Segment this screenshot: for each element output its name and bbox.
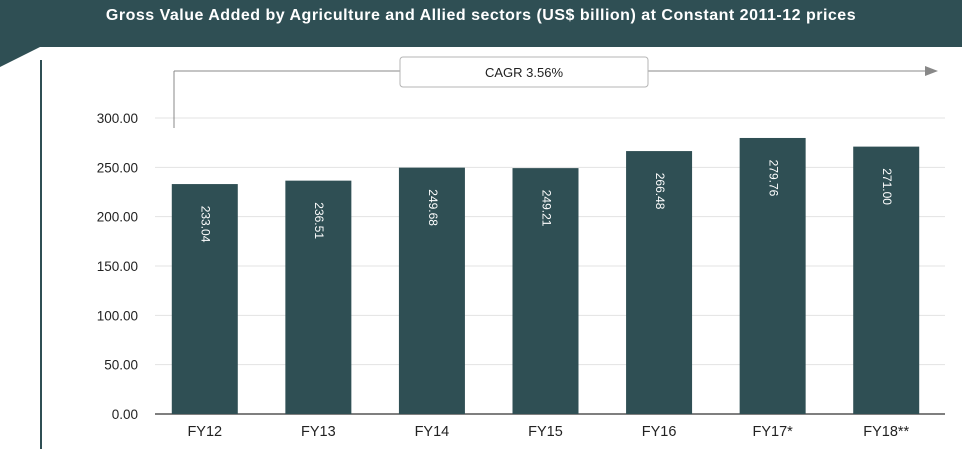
left-border-rule (40, 60, 42, 449)
bar-value-label: 249.21 (539, 190, 553, 227)
x-tick-label: FY15 (528, 424, 563, 440)
bar (512, 168, 579, 414)
x-tick-label: FY16 (642, 424, 677, 440)
y-tick-label: 250.00 (97, 160, 138, 175)
y-tick-label: 100.00 (97, 308, 138, 323)
bar (285, 180, 352, 414)
bar-value-label: 279.76 (766, 160, 780, 197)
chart-title: Gross Value Added by Agriculture and All… (105, 7, 857, 24)
x-tick-label: FY18** (863, 424, 909, 440)
x-tick-label: FY12 (187, 424, 222, 440)
x-tick-label: FY14 (415, 424, 450, 440)
cagr-arrow-head (925, 66, 938, 76)
y-tick-label: 200.00 (97, 210, 138, 225)
bar-value-label: 233.04 (199, 206, 213, 243)
y-tick-label: 150.00 (97, 259, 138, 274)
x-tick-label: FY17* (752, 424, 793, 440)
x-tick-label: FY13 (301, 424, 336, 440)
title-bar (0, 0, 962, 47)
cagr-label: CAGR 3.56% (485, 65, 563, 80)
y-tick-label: 0.00 (112, 407, 138, 422)
bar (398, 167, 465, 414)
title-tab-decoration (0, 47, 40, 67)
y-tick-label: 300.00 (97, 111, 138, 126)
bar (853, 146, 920, 414)
y-tick-label: 50.00 (104, 358, 138, 373)
bar (739, 137, 806, 414)
bar-value-label: 271.00 (880, 168, 894, 205)
bars: 233.04 236.51 249.68 249.21 266.48 279.76 271.… (171, 137, 920, 414)
x-axis: FY12 FY13 FY14 FY15 FY16 FY17* FY18** (187, 424, 909, 440)
cagr-annotation: CAGR 3.56% (173, 56, 938, 128)
bar-value-label: 266.48 (653, 173, 667, 210)
bar-value-label: 249.68 (426, 189, 440, 226)
bar (171, 184, 238, 414)
bar (626, 151, 693, 414)
bar-value-label: 236.51 (312, 202, 326, 239)
cagr-box (399, 56, 649, 88)
